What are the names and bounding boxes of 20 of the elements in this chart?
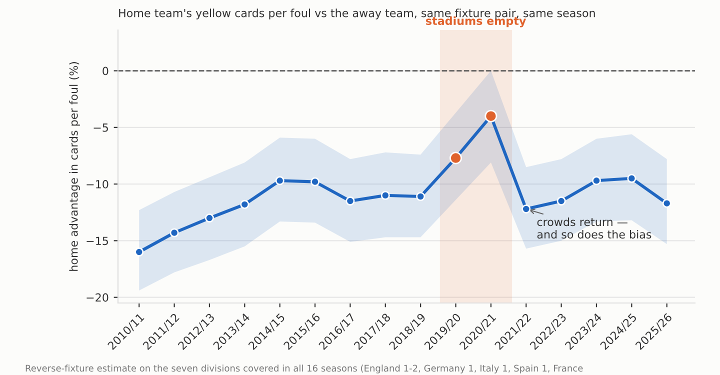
point — [556, 196, 566, 206]
y-tick-label: −15 — [86, 236, 108, 246]
point — [240, 200, 250, 209]
annotation: crowds return — and so does the bias — [537, 218, 652, 239]
point — [170, 228, 179, 238]
point — [592, 176, 601, 186]
point — [380, 190, 390, 200]
point — [627, 174, 636, 183]
y-tick-label: −20 — [86, 293, 108, 302]
point — [416, 192, 426, 202]
text: Reverse-fixture estimate on the seven divisions covered in all 16 seasons (England 1-2, Germany 1, Italy 1, Spain 1, France — [26, 364, 583, 374]
y-tick-label: −10 — [86, 180, 108, 188]
y-tick-label: −5 — [94, 124, 108, 132]
point — [522, 204, 531, 214]
y-tick-label: 0 — [102, 66, 108, 76]
point — [204, 214, 214, 223]
point — [346, 196, 355, 206]
point — [275, 176, 284, 186]
y-axis-title: home advantage in cards per foul (%) — [69, 62, 80, 271]
point — [310, 177, 320, 186]
